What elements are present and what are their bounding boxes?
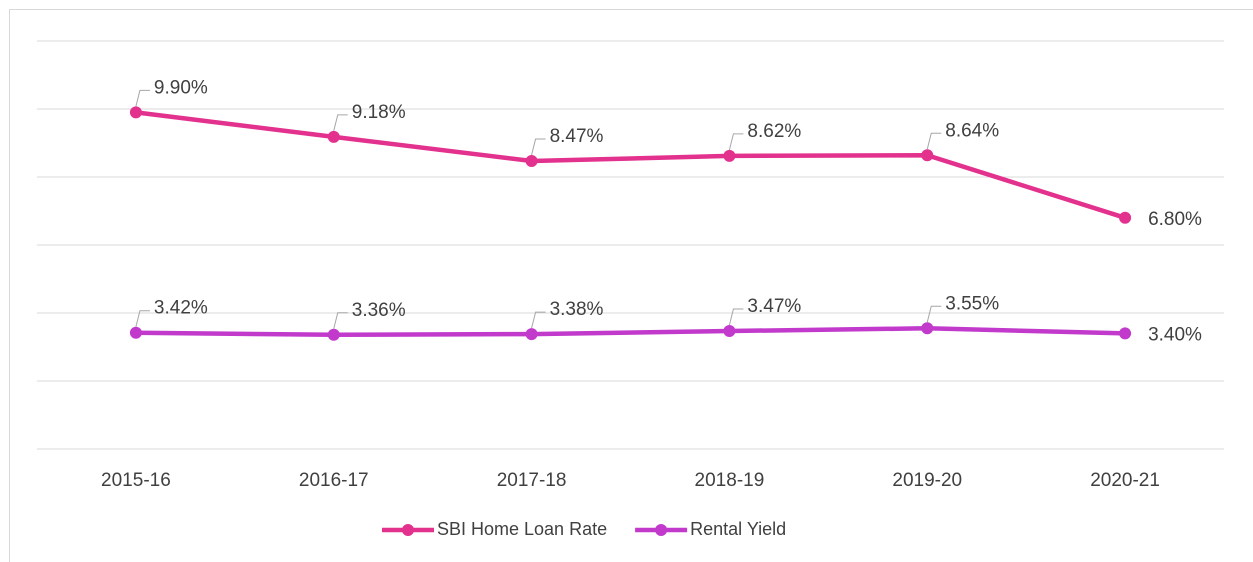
leader-line [531, 138, 546, 156]
data-label: 9.18% [352, 102, 406, 123]
data-label: 3.36% [352, 300, 406, 321]
data-label: 8.62% [747, 121, 801, 142]
leader-line [728, 308, 744, 326]
leader-line [333, 114, 348, 132]
leader-line [926, 305, 942, 323]
data-point [129, 326, 142, 339]
data-label: 8.64% [945, 120, 999, 141]
data-point [525, 328, 538, 341]
leader-line [531, 311, 546, 329]
leader-line [135, 310, 150, 327]
legend-marker [402, 524, 414, 536]
data-point [525, 155, 538, 168]
data-label: 3.40% [1148, 324, 1202, 345]
series-line [135, 110, 1126, 220]
data-point [1119, 211, 1132, 224]
data-label: 3.38% [550, 299, 604, 320]
x-tick-label: 2015-16 [101, 470, 171, 491]
data-point [723, 325, 736, 338]
data-point [1119, 327, 1132, 340]
leader-line [926, 132, 942, 150]
x-tick-label: 2017-18 [497, 470, 567, 491]
data-point [921, 322, 934, 335]
data-label: 3.47% [747, 296, 801, 317]
data-label: 3.42% [154, 298, 208, 319]
x-tick-label: 2016-17 [299, 470, 369, 491]
x-tick-label: 2019-20 [892, 470, 962, 491]
leader-line [135, 89, 150, 107]
data-label: 9.90% [154, 77, 208, 98]
leader-line [728, 133, 744, 151]
x-tick-label: 2018-19 [695, 470, 765, 491]
data-point [921, 149, 934, 162]
chart-frame [9, 9, 1253, 562]
leader-line [333, 312, 348, 329]
data-point [723, 149, 736, 162]
legend-text: Rental Yield [690, 519, 786, 539]
legend-text: SBI Home Loan Rate [437, 519, 607, 539]
data-label: 8.47% [550, 126, 604, 147]
data-point [327, 130, 340, 143]
series-line [135, 326, 1126, 338]
data-point [129, 106, 142, 119]
x-tick-label: 2020-21 [1090, 470, 1160, 491]
data-label: 3.55% [945, 293, 999, 314]
data-label: 6.80% [1148, 209, 1202, 230]
legend-marker [655, 524, 668, 536]
data-point [327, 328, 340, 341]
